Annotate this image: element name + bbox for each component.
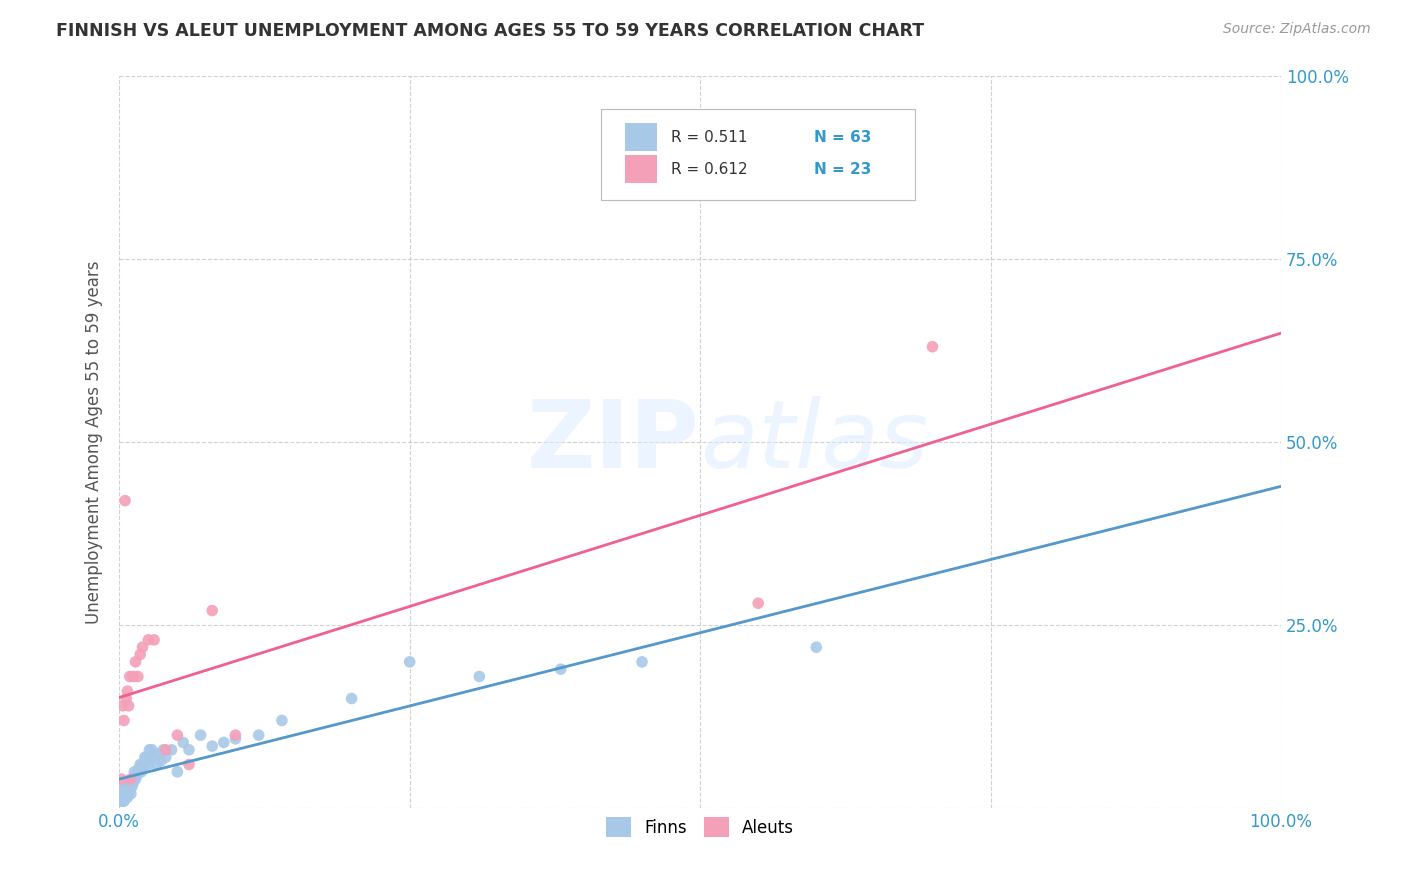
Point [118, 776, 141, 790]
Point [166, 728, 188, 742]
Point [124, 764, 146, 779]
Text: N = 23: N = 23 [814, 161, 872, 177]
Point [118, 783, 141, 797]
Point [224, 731, 246, 746]
Point [122, 669, 145, 683]
FancyBboxPatch shape [624, 155, 657, 183]
Text: R = 0.511: R = 0.511 [671, 129, 748, 145]
Point [124, 772, 146, 786]
Point [112, 794, 135, 808]
Text: R = 0.612: R = 0.612 [671, 161, 748, 177]
Point [117, 780, 139, 794]
Point [128, 761, 150, 775]
Point [139, 747, 162, 761]
Point [212, 735, 235, 749]
Point [247, 728, 270, 742]
Point [117, 790, 139, 805]
Point [111, 783, 134, 797]
Point [120, 772, 142, 786]
Point [121, 772, 143, 786]
Point [110, 790, 132, 805]
Point [127, 669, 149, 683]
Point [115, 787, 138, 801]
Point [115, 783, 138, 797]
Point [131, 761, 153, 775]
Point [121, 780, 143, 794]
Point [110, 787, 132, 801]
Point [114, 790, 136, 805]
Point [141, 743, 163, 757]
Point [112, 787, 135, 801]
Point [114, 787, 136, 801]
Point [550, 662, 572, 676]
Point [160, 743, 183, 757]
Text: atlas: atlas [700, 396, 928, 488]
Point [155, 743, 177, 757]
Point [806, 640, 828, 655]
Point [125, 768, 148, 782]
Point [110, 772, 132, 786]
Point [131, 764, 153, 779]
Point [117, 698, 139, 713]
Point [921, 340, 943, 354]
Point [114, 493, 136, 508]
Point [117, 684, 139, 698]
Point [127, 764, 149, 779]
Point [468, 669, 491, 683]
Point [129, 648, 152, 662]
Point [112, 714, 135, 728]
Point [150, 754, 173, 768]
Point [155, 750, 177, 764]
Point [122, 776, 145, 790]
Point [148, 747, 170, 761]
Point [112, 783, 135, 797]
Text: N = 63: N = 63 [814, 129, 872, 145]
Point [118, 669, 141, 683]
FancyBboxPatch shape [602, 109, 915, 200]
Point [177, 743, 200, 757]
Point [111, 698, 134, 713]
Legend: Finns, Aleuts: Finns, Aleuts [599, 811, 801, 844]
Point [152, 743, 174, 757]
Point [190, 728, 212, 742]
Point [132, 757, 155, 772]
Point [201, 603, 224, 617]
Point [117, 780, 139, 794]
Point [177, 757, 200, 772]
Text: Source: ZipAtlas.com: Source: ZipAtlas.com [1223, 22, 1371, 37]
Point [111, 794, 134, 808]
Point [131, 640, 153, 655]
Y-axis label: Unemployment Among Ages 55 to 59 years: Unemployment Among Ages 55 to 59 years [86, 260, 103, 624]
Point [117, 787, 139, 801]
Point [747, 596, 769, 610]
Point [111, 790, 134, 805]
Point [115, 691, 138, 706]
Point [138, 743, 160, 757]
Point [136, 750, 159, 764]
Point [166, 764, 188, 779]
Point [201, 739, 224, 753]
Point [172, 735, 194, 749]
FancyBboxPatch shape [624, 123, 657, 151]
Point [136, 632, 159, 647]
Point [129, 757, 152, 772]
Point [114, 780, 136, 794]
Point [631, 655, 654, 669]
Point [224, 728, 246, 742]
Point [110, 794, 132, 808]
Point [271, 714, 294, 728]
Point [143, 632, 166, 647]
Point [135, 754, 157, 768]
Point [120, 772, 142, 786]
Point [398, 655, 420, 669]
Text: ZIP: ZIP [527, 396, 700, 488]
Point [134, 750, 156, 764]
Point [124, 655, 146, 669]
Text: FINNISH VS ALEUT UNEMPLOYMENT AMONG AGES 55 TO 59 YEARS CORRELATION CHART: FINNISH VS ALEUT UNEMPLOYMENT AMONG AGES… [56, 22, 924, 40]
Point [120, 787, 142, 801]
Point [340, 691, 363, 706]
Point [143, 750, 166, 764]
Point [145, 757, 167, 772]
Point [136, 757, 159, 772]
